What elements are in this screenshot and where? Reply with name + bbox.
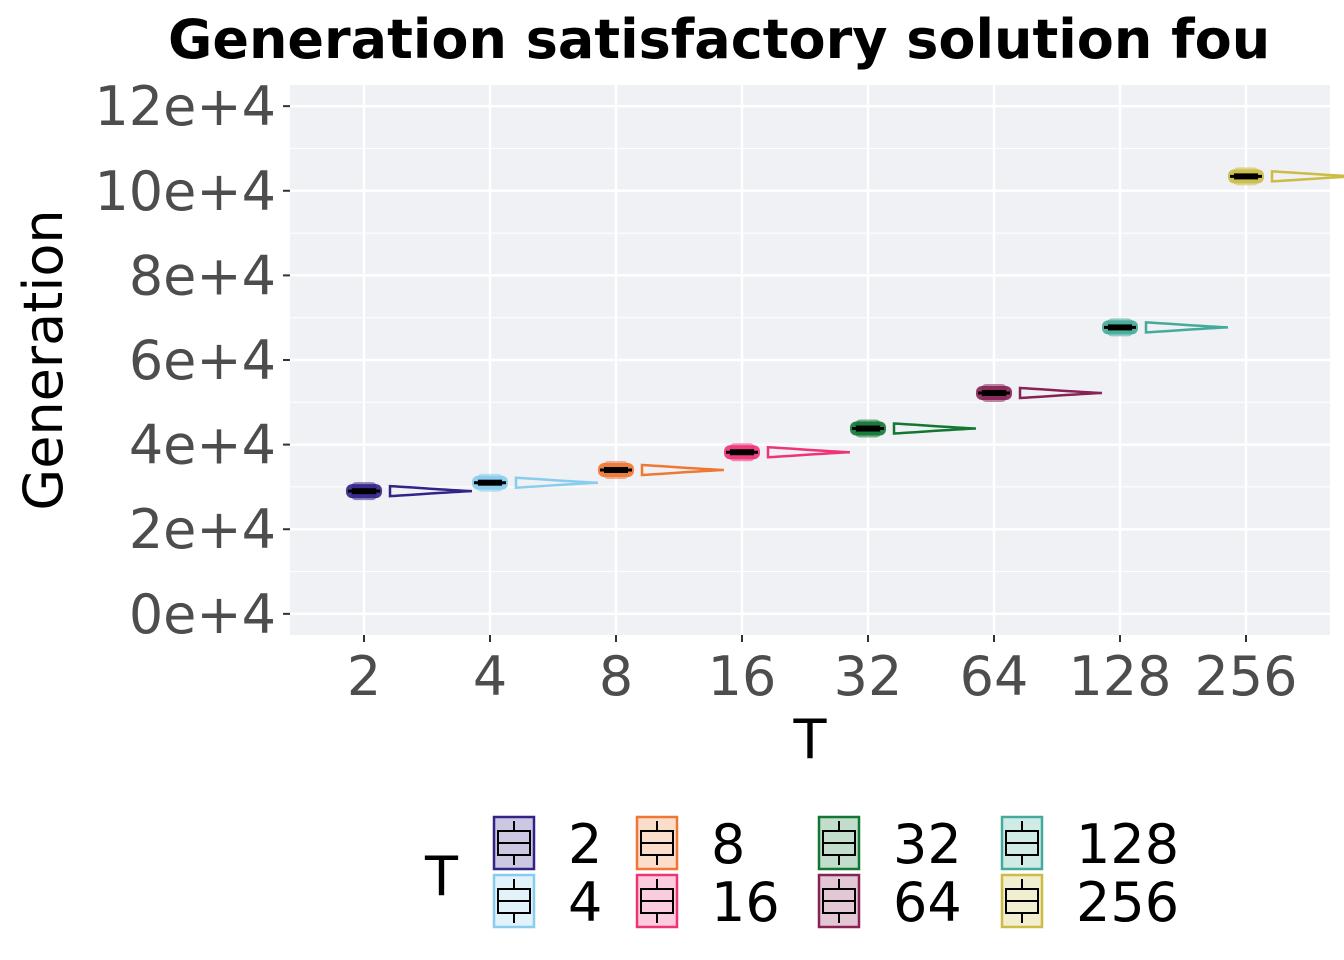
y-tick-label: 4e+4 <box>129 414 276 477</box>
legend-label-64: 64 <box>893 871 962 934</box>
legend-item-128: 128 <box>1000 813 1179 876</box>
legend-label-128: 128 <box>1076 813 1179 876</box>
legend-item-4: 4 <box>492 871 602 934</box>
x-tick-label: 64 <box>960 645 1029 708</box>
series-2-group <box>346 482 472 501</box>
series-128-group <box>1102 318 1228 337</box>
legend-label-256: 256 <box>1076 871 1179 934</box>
y-tick-label: 0e+4 <box>129 583 276 646</box>
legend-item-256: 256 <box>1000 871 1179 934</box>
legend-label-4: 4 <box>568 871 602 934</box>
grid-lines <box>290 85 1330 635</box>
legend-item-64: 64 <box>817 871 962 934</box>
legend-title: T <box>424 845 459 908</box>
legend-label-8: 8 <box>711 813 745 876</box>
series-8-group <box>598 461 724 479</box>
series-4-group <box>472 473 598 492</box>
series-256-group <box>1228 167 1344 186</box>
x-tick-label: 256 <box>1194 645 1297 708</box>
y-axis: 0e+4 2e+4 4e+4 6e+4 8e+4 10e+4 12e+4 <box>94 75 290 646</box>
legend-label-16: 16 <box>711 871 780 934</box>
y-axis-title: Generation <box>12 209 75 510</box>
x-tick-label: 16 <box>708 645 777 708</box>
series-32-group <box>850 419 976 438</box>
x-tick-label: 8 <box>599 645 633 708</box>
x-axis-title: T <box>793 708 828 771</box>
y-tick-label: 6e+4 <box>129 329 276 392</box>
x-tick-label: 128 <box>1068 645 1171 708</box>
x-tick-label: 32 <box>834 645 903 708</box>
violin-16 <box>766 445 850 459</box>
violin-128 <box>1144 321 1228 334</box>
series-16-group <box>724 443 850 462</box>
legend-label-2: 2 <box>568 813 602 876</box>
violin-2 <box>388 484 472 498</box>
y-tick-label: 8e+4 <box>129 244 276 307</box>
legend-item-2: 2 <box>492 813 602 876</box>
x-tick-label: 4 <box>473 645 507 708</box>
legend-item-8: 8 <box>635 813 745 876</box>
series-64-group <box>976 384 1102 402</box>
y-tick-label: 2e+4 <box>129 498 276 561</box>
x-tick-label: 2 <box>347 645 381 708</box>
legend-item-16: 16 <box>635 871 780 934</box>
legend-label-32: 32 <box>893 813 962 876</box>
violin-256 <box>1270 170 1344 183</box>
y-tick-label: 12e+4 <box>94 75 276 138</box>
violin-4 <box>514 476 598 490</box>
violin-64 <box>1018 386 1102 400</box>
y-tick-label: 10e+4 <box>94 160 276 223</box>
legend-item-32: 32 <box>817 813 962 876</box>
data-marks <box>346 167 1344 501</box>
x-axis: 2 4 8 16 32 64 128 256 <box>347 635 1298 708</box>
violin-8 <box>640 463 724 477</box>
violin-32 <box>892 422 976 435</box>
chart-title: Generation satisfactory solution fou <box>168 8 1270 71</box>
